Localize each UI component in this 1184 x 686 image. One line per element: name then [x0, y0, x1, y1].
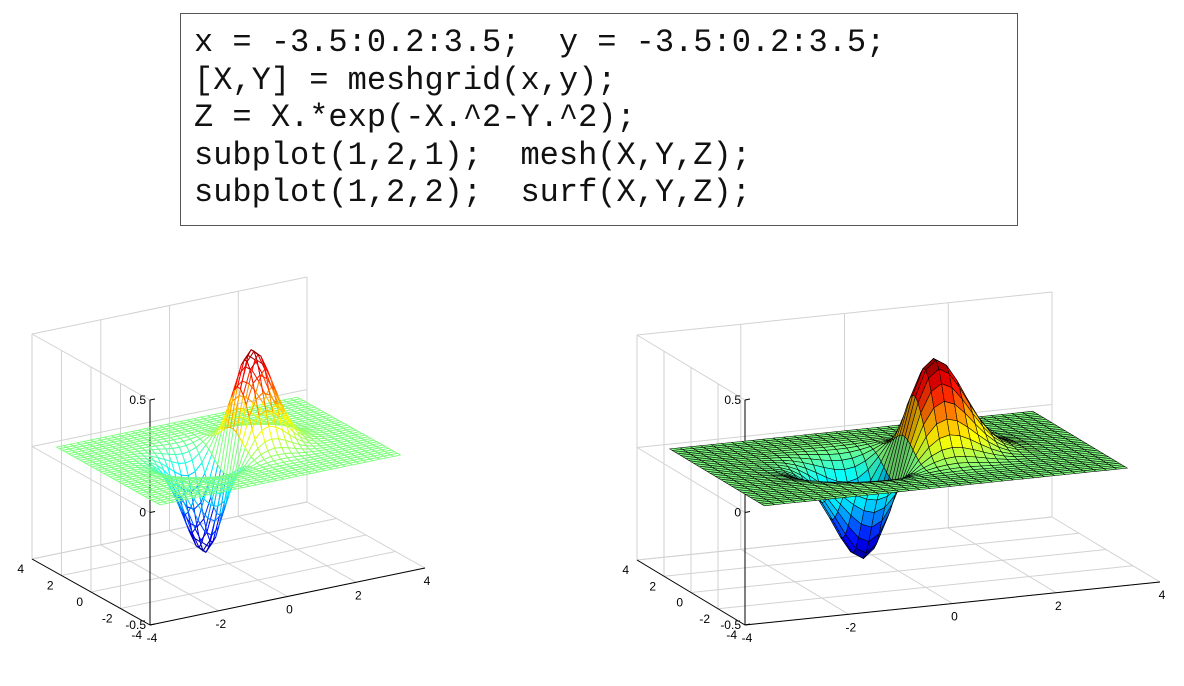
- grid-line: [31, 333, 151, 401]
- grid-line: [31, 389, 308, 447]
- y-tick-label: 0: [676, 596, 683, 610]
- x-axis-line: [149, 567, 426, 626]
- x-tick-label: 2: [1055, 599, 1062, 613]
- x-tick-label: 4: [1159, 588, 1166, 602]
- mesh-plot: -0.5 0 0.5 -4 -2 0 2 4 -4 -2 0 2 4: [17, 276, 431, 645]
- grid-line: [690, 549, 1107, 593]
- x-tick-label: -4: [147, 631, 158, 645]
- y-tick-label: -4: [726, 628, 737, 642]
- grid-line: [120, 551, 396, 609]
- z-tick-mark: [149, 623, 156, 626]
- z-tick-label: -0.5: [125, 618, 146, 632]
- x-tick-label: 0: [951, 610, 958, 624]
- z-tick-mark: [744, 511, 751, 513]
- surf-plot: -0.5 0 0.5 -4 -2 0 2 4 -4 -2 0 2 4: [622, 291, 1166, 645]
- code-line-4: subplot(1,2,1); mesh(X,Y,Z);: [194, 136, 751, 174]
- y-tick-label: 0: [76, 595, 83, 609]
- z-tick-mark: [149, 511, 156, 513]
- z-tick-mark: [149, 398, 156, 401]
- x-tick-label: -4: [742, 631, 753, 645]
- surf-surface: [668, 358, 1129, 559]
- grid-line: [663, 532, 1080, 577]
- z-tick-label: -0.5: [720, 618, 741, 632]
- y-tick-label: 4: [622, 563, 629, 577]
- code-line-5: subplot(1,2,2); surf(X,Y,Z);: [194, 174, 751, 211]
- x-tick-label: -2: [845, 620, 856, 634]
- y-axis-line: [636, 559, 746, 626]
- grid-line: [31, 446, 151, 513]
- code-line-3: Z = X.*exp(-X.^2-Y.^2);: [194, 99, 636, 136]
- x-axis-line: [744, 581, 1161, 626]
- x-tick-label: 4: [424, 574, 431, 588]
- surface-cell: [1113, 466, 1129, 470]
- grid-line: [636, 447, 746, 513]
- z-tick-label: 0.5: [129, 393, 146, 407]
- y-tick-label: -2: [102, 612, 113, 626]
- grid-line: [31, 276, 308, 335]
- grid-line: [90, 534, 367, 593]
- y-tick-label: -2: [699, 612, 710, 626]
- y-tick-label: 4: [17, 562, 24, 576]
- code-line-1: x = -3.5:0.2:3.5; y = -3.5:0.2:3.5;: [194, 24, 886, 61]
- code-listing: x = -3.5:0.2:3.5; y = -3.5:0.2:3.5; [X,Y…: [180, 13, 1018, 226]
- grid-line: [31, 501, 308, 560]
- x-tick-label: -2: [215, 617, 226, 631]
- grid-line: [636, 404, 1053, 448]
- z-tick-mark: [744, 398, 751, 401]
- x-tick-label: 0: [286, 603, 293, 617]
- grid-line: [636, 334, 746, 401]
- z-tick-label: 0.5: [724, 393, 741, 407]
- y-tick-label: 2: [47, 579, 54, 593]
- mesh-surface: [55, 349, 402, 553]
- y-axis-line: [31, 558, 151, 626]
- grid-line: [636, 291, 1053, 336]
- grid-line: [717, 565, 1134, 610]
- code-line-2: [X,Y] = meshgrid(x,y);: [194, 61, 617, 99]
- z-tick-label: 0: [734, 506, 741, 520]
- mesh-cell: [389, 452, 402, 457]
- x-tick-label: 2: [355, 588, 362, 602]
- y-tick-label: 2: [649, 579, 656, 593]
- z-tick-label: 0: [139, 506, 146, 520]
- z-tick-mark: [744, 623, 751, 626]
- y-tick-label: -4: [131, 628, 142, 642]
